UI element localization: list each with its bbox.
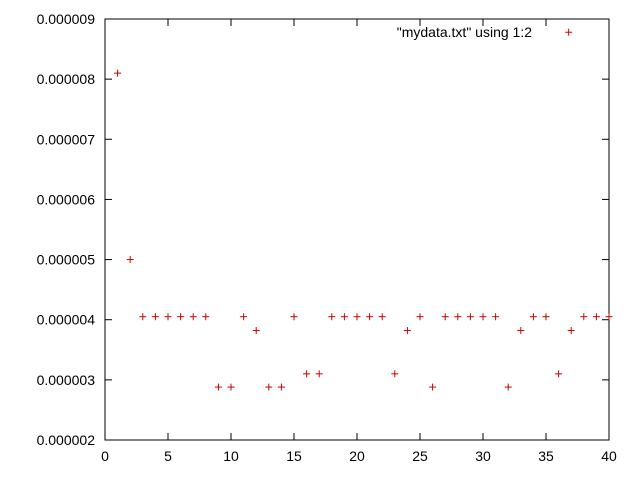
- data-point: [114, 69, 122, 77]
- y-tick-label: 0.000006: [37, 191, 96, 207]
- legend-label: "mydata.txt" using 1:2: [397, 24, 532, 40]
- x-tick-label: 40: [601, 448, 617, 464]
- data-point: [202, 313, 210, 321]
- data-point: [466, 313, 474, 321]
- data-point: [151, 313, 159, 321]
- data-point: [391, 370, 399, 378]
- data-point: [177, 313, 185, 321]
- x-tick-label: 25: [412, 448, 428, 464]
- data-point: [189, 313, 197, 321]
- data-point: [567, 327, 575, 335]
- data-point: [429, 383, 437, 391]
- data-point: [353, 313, 361, 321]
- data-point: [340, 313, 348, 321]
- legend: "mydata.txt" using 1:2: [397, 24, 532, 40]
- data-point: [303, 370, 311, 378]
- data-point: [366, 313, 374, 321]
- data-point: [529, 313, 537, 321]
- data-point: [555, 370, 563, 378]
- tick-labels: 0 5 10 15 20 25 30 35 40 0.000002 0.000003 0.000004…: [37, 11, 617, 464]
- data-point: [504, 383, 512, 391]
- x-tick-label: 15: [286, 448, 302, 464]
- data-point: [252, 327, 260, 335]
- y-tick-label: 0.000005: [37, 252, 96, 268]
- data-point: [277, 383, 285, 391]
- legend-sample-point: [565, 28, 573, 36]
- data-point: [126, 256, 134, 264]
- y-tick-label: 0.000004: [37, 312, 96, 328]
- data-point: [315, 370, 323, 378]
- x-tick-label: 10: [223, 448, 239, 464]
- tick-marks: [104, 18, 610, 441]
- data-point: [605, 313, 613, 321]
- x-tick-label: 0: [101, 448, 109, 464]
- data-point: [416, 313, 424, 321]
- data-point: [139, 313, 147, 321]
- data-point: [441, 313, 449, 321]
- y-tick-label: 0.000008: [37, 71, 96, 87]
- data-point: [240, 313, 248, 321]
- x-tick-label: 20: [349, 448, 365, 464]
- y-tick-label: 0.000002: [37, 432, 96, 448]
- data-point: [378, 313, 386, 321]
- data-point: [479, 313, 487, 321]
- data-point: [214, 383, 222, 391]
- data-point: [265, 383, 273, 391]
- data-point: [290, 313, 298, 321]
- y-tick-label: 0.000003: [37, 372, 96, 388]
- y-tick-label: 0.000007: [37, 131, 96, 147]
- data-point: [580, 313, 588, 321]
- data-point: [403, 327, 411, 335]
- data-point: [492, 313, 500, 321]
- data-points: [114, 28, 613, 391]
- data-point: [454, 313, 462, 321]
- data-point: [227, 383, 235, 391]
- data-point: [517, 327, 525, 335]
- data-point: [328, 313, 336, 321]
- data-point: [542, 313, 550, 321]
- x-tick-label: 35: [538, 448, 554, 464]
- x-tick-label: 5: [164, 448, 172, 464]
- x-tick-label: 30: [475, 448, 491, 464]
- y-tick-label: 0.000009: [37, 11, 96, 27]
- data-point: [592, 313, 600, 321]
- data-point: [164, 313, 172, 321]
